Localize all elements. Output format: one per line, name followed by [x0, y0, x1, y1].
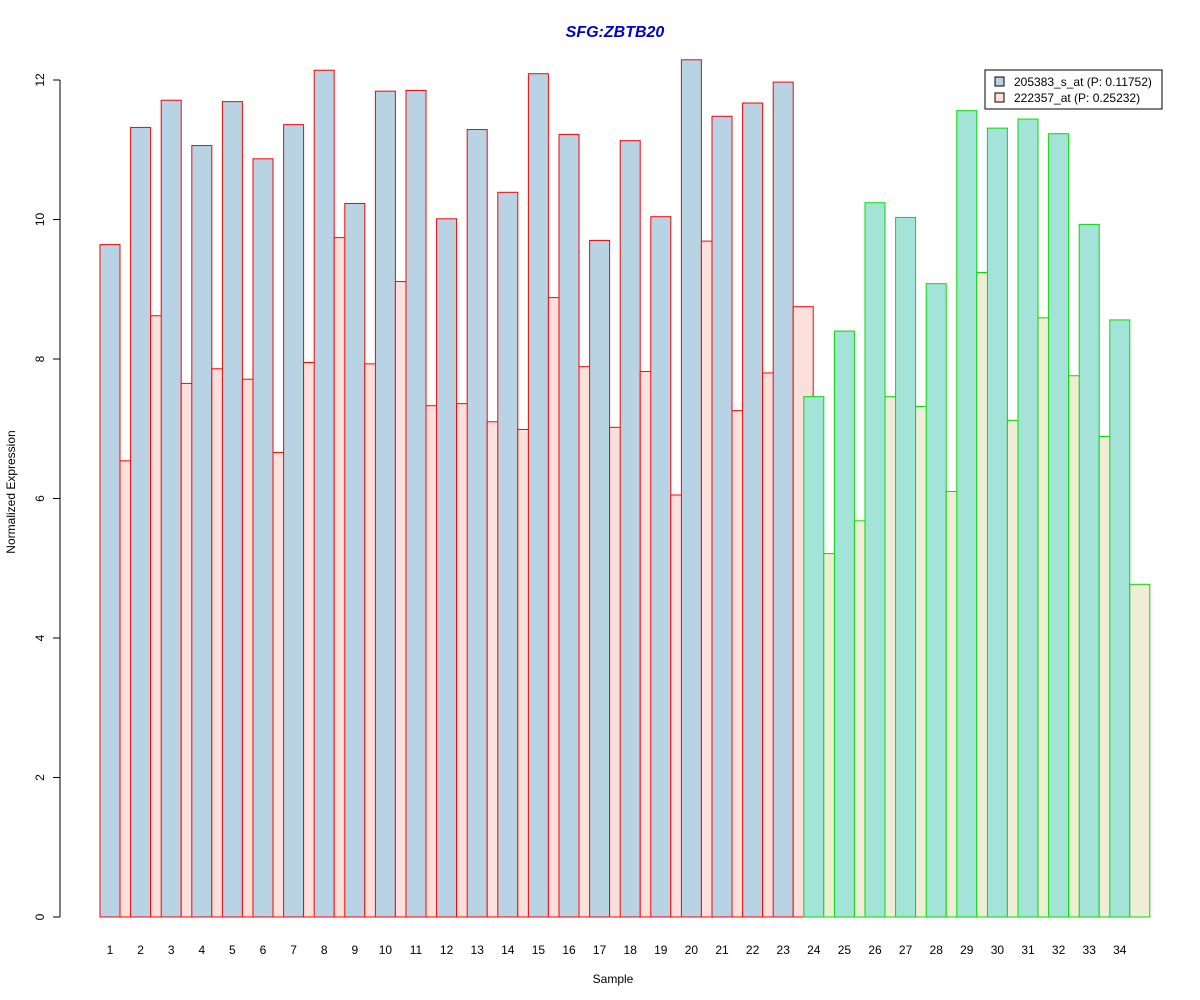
x-tick-label: 28 [930, 943, 944, 957]
bar-sample-16-series-1 [558, 133, 580, 918]
bar-sample-7-series-1 [283, 124, 305, 918]
x-axis: 1 2 3 4 5 6 7 8 9 10 11 12 13 14 15 16 17 18 19 20 21 22 23 24 2… [107, 943, 1127, 957]
legend-swatch-series-1 [994, 76, 1005, 87]
bar-sample-23-series-1 [772, 81, 794, 918]
x-tick-label: 9 [351, 943, 358, 957]
x-tick-label: 31 [1021, 943, 1035, 957]
bar-sample-24-series-1 [803, 396, 825, 918]
bar-sample-9-series-1 [344, 202, 366, 918]
x-tick-label: 22 [746, 943, 760, 957]
x-tick-label: 4 [198, 943, 205, 957]
x-tick-label: 15 [532, 943, 546, 957]
y-tick-label: 10 [33, 213, 47, 227]
bar-sample-12-series-1 [436, 218, 458, 918]
x-tick-label: 20 [685, 943, 699, 957]
y-tick-label: 8 [33, 355, 47, 362]
legend-box [984, 69, 1163, 110]
chart-title: SFG:ZBTB20 [566, 24, 665, 41]
bar-sample-13-series-1 [466, 129, 488, 918]
bar-sample-26-series-1 [864, 202, 886, 918]
x-tick-label: 33 [1083, 943, 1097, 957]
x-tick-label: 2 [137, 943, 144, 957]
x-tick-label: 29 [960, 943, 974, 957]
bar-sample-6-series-1 [252, 158, 274, 918]
x-tick-label: 32 [1052, 943, 1066, 957]
bar-sample-34-series-1 [1109, 319, 1131, 918]
x-tick-label: 12 [440, 943, 454, 957]
bar-sample-15-series-1 [527, 73, 549, 918]
bar-sample-30-series-1 [986, 127, 1008, 918]
bar-sample-27-series-1 [895, 216, 917, 918]
x-tick-label: 24 [807, 943, 821, 957]
x-tick-label: 7 [290, 943, 297, 957]
bar-sample-11-series-1 [405, 89, 427, 918]
x-tick-label: 30 [991, 943, 1005, 957]
x-tick-label: 27 [899, 943, 913, 957]
x-axis-label: Sample [593, 972, 634, 986]
x-tick-label: 1 [107, 943, 114, 957]
x-tick-label: 5 [229, 943, 236, 957]
x-tick-label: 11 [410, 943, 423, 957]
bar-sample-17-series-1 [589, 239, 611, 918]
bar-sample-3-series-1 [160, 99, 182, 918]
bar-sample-8-series-1 [313, 69, 335, 918]
legend: 205383_s_at (P: 0.11752) 222357_at (P: 0… [984, 69, 1163, 110]
bar-sample-31-series-1 [1017, 118, 1039, 918]
bar-sample-4-series-1 [191, 145, 213, 918]
x-tick-label: 14 [501, 943, 515, 957]
bar-sample-29-series-1 [956, 110, 978, 918]
bar-sample-32-series-1 [1048, 133, 1070, 918]
x-tick-label: 26 [868, 943, 882, 957]
x-tick-label: 19 [654, 943, 668, 957]
bar-sample-34-series-2 [1129, 583, 1151, 918]
y-tick-label: 0 [33, 913, 47, 920]
x-tick-label: 17 [593, 943, 607, 957]
x-tick-label: 13 [471, 943, 485, 957]
x-tick-label: 34 [1113, 943, 1127, 957]
x-tick-label: 18 [624, 943, 638, 957]
legend-label-series-2: 222357_at (P: 0.25232) [1014, 91, 1140, 105]
x-tick-label: 23 [777, 943, 791, 957]
bar-sample-10-series-1 [374, 90, 396, 918]
y-tick-label: 6 [33, 495, 47, 502]
y-axis-label: Normalized Expression [4, 430, 18, 553]
legend-swatch-series-2 [994, 92, 1005, 103]
y-tick-label: 4 [33, 634, 47, 641]
bar-sample-2-series-1 [130, 126, 152, 918]
bars-group [99, 59, 1151, 918]
bar-sample-21-series-1 [711, 115, 733, 918]
bar-sample-18-series-1 [619, 140, 641, 918]
bar-sample-25-series-1 [833, 330, 855, 918]
bar-sample-19-series-1 [650, 216, 672, 918]
x-tick-label: 25 [838, 943, 852, 957]
bar-sample-5-series-1 [221, 101, 243, 918]
bar-sample-20-series-1 [680, 59, 702, 918]
bar-sample-1-series-1 [99, 244, 121, 918]
y-tick-label: 12 [33, 73, 47, 87]
x-tick-label: 10 [379, 943, 393, 957]
y-axis: 0 2 4 6 8 10 12 [33, 73, 61, 920]
x-tick-label: 6 [260, 943, 267, 957]
x-tick-label: 21 [715, 943, 729, 957]
bar-sample-22-series-1 [742, 102, 764, 918]
x-tick-label: 16 [562, 943, 576, 957]
legend-label-series-1: 205383_s_at (P: 0.11752) [1014, 75, 1152, 89]
x-tick-label: 8 [321, 943, 328, 957]
y-tick-label: 2 [33, 774, 47, 781]
x-tick-label: 3 [168, 943, 175, 957]
bar-sample-28-series-1 [925, 283, 947, 918]
bar-sample-14-series-1 [497, 191, 519, 918]
bar-sample-33-series-1 [1078, 223, 1100, 918]
